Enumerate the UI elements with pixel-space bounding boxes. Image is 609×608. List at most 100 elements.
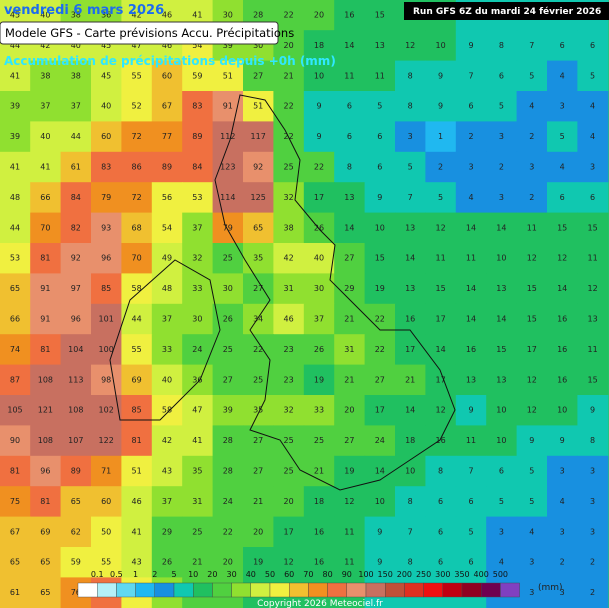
grid-cell (516, 334, 548, 366)
grid-value: 65 (10, 558, 20, 567)
grid-value: 11 (466, 436, 476, 445)
grid-value: 5 (529, 467, 534, 476)
grid-value: 32 (192, 254, 202, 263)
grid-value: 61 (71, 163, 81, 172)
grid-cell (577, 60, 609, 92)
grid-cell (273, 334, 305, 366)
grid-value: 27 (253, 467, 263, 476)
grid-value: 107 (68, 436, 83, 445)
grid-value: 121 (38, 406, 53, 415)
grid-cell (455, 91, 487, 122)
grid-cell (212, 151, 244, 183)
grid-cell (455, 243, 487, 274)
grid-value: 21 (405, 375, 415, 384)
grid-cell (364, 212, 396, 244)
legend-swatch (77, 582, 98, 598)
grid-cell (60, 182, 92, 214)
grid-cell (0, 121, 31, 153)
grid-cell (516, 91, 548, 122)
grid-value: 25 (284, 467, 294, 476)
grid-cell (121, 212, 153, 244)
grid-cell (516, 212, 548, 244)
grid-value: 59 (192, 71, 202, 80)
grid-cell (151, 303, 183, 335)
grid-cell (455, 303, 487, 335)
grid-value: 21 (314, 467, 324, 476)
grid-value: 66 (40, 193, 50, 202)
grid-value: 45 (10, 11, 20, 20)
legend-label: 40 (246, 570, 256, 579)
grid-value: 102 (99, 406, 114, 415)
grid-value: 6 (438, 527, 443, 536)
grid-cell (121, 151, 153, 183)
grid-value: 19 (344, 467, 354, 476)
grid-value: 7 (529, 41, 534, 50)
legend-label: 2 (152, 570, 157, 579)
grid-value: 21 (192, 558, 202, 567)
grid-value: 46 (162, 41, 172, 50)
grid-value: 92 (71, 254, 81, 263)
grid-value: 6 (560, 41, 565, 50)
grid-value: 42 (40, 41, 50, 50)
grid-cell (30, 243, 62, 274)
grid-cell (273, 425, 305, 457)
grid-cell (273, 91, 305, 122)
grid-value: 37 (40, 102, 50, 111)
grid-value: 41 (10, 71, 20, 80)
grid-value: 8 (347, 163, 352, 172)
grid-cell (364, 30, 396, 62)
grid-value: 39 (10, 132, 20, 141)
grid-value: 6 (499, 467, 504, 476)
grid-value: 24 (223, 497, 233, 506)
grid-cell (243, 212, 274, 244)
grid-value: 41 (10, 163, 20, 172)
grid-value: 36 (192, 375, 202, 384)
grid-cell (577, 273, 609, 305)
grid-value: 16 (466, 345, 476, 354)
grid-value: 9 (529, 436, 534, 445)
grid-cell (455, 273, 487, 305)
grid-value: 51 (132, 467, 142, 476)
grid-cell (243, 303, 274, 335)
grid-cell (547, 364, 578, 396)
legend-swatch (442, 582, 463, 598)
grid-value: 62 (71, 527, 81, 536)
grid-cell (121, 516, 153, 548)
grid-value: 30 (314, 284, 324, 293)
grid-value: 13 (405, 284, 415, 293)
grid-cell (395, 395, 426, 426)
grid-cell (30, 334, 62, 366)
grid-cell (273, 30, 305, 62)
grid-value: 69 (132, 375, 142, 384)
grid-value: 37 (71, 102, 81, 111)
grid-value: 7 (468, 467, 473, 476)
grid-value: 26 (314, 223, 324, 232)
grid-value: 5 (590, 71, 595, 80)
grid-value: 12 (527, 406, 537, 415)
grid-value: 42 (132, 11, 142, 20)
grid-value: 70 (40, 223, 50, 232)
grid-cell (151, 182, 183, 214)
grid-value: 40 (40, 132, 50, 141)
grid-value: 44 (132, 315, 142, 324)
grid-cell (395, 273, 426, 305)
grid-cell (455, 60, 487, 92)
grid-cell (30, 425, 62, 457)
grid-value: 65 (71, 497, 81, 506)
grid-cell (121, 121, 153, 153)
grid-cell (212, 516, 244, 548)
grid-value: 11 (466, 254, 476, 263)
grid-value: 16 (557, 315, 567, 324)
grid-cell (547, 516, 578, 548)
grid-value: 40 (40, 11, 50, 20)
grid-cell (60, 273, 92, 305)
grid-cell (364, 60, 396, 92)
grid-cell (0, 212, 31, 244)
grid-value: 41 (40, 163, 50, 172)
legend-label: 30 (227, 570, 237, 579)
grid-value: 51 (253, 102, 263, 111)
grid-cell (91, 182, 122, 214)
grid-value: 15 (527, 284, 537, 293)
grid-value: 11 (344, 527, 354, 536)
